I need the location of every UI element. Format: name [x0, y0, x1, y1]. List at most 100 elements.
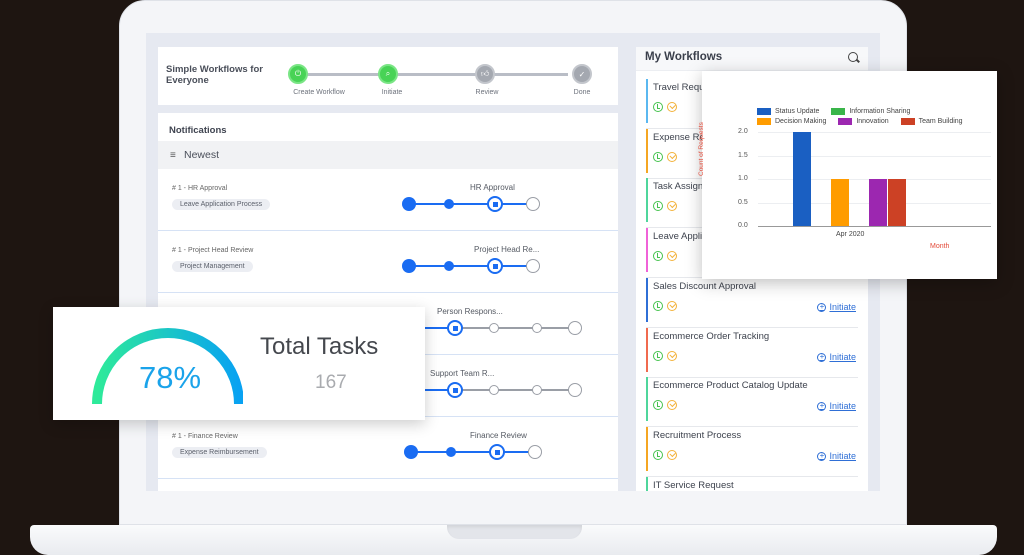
process-tag: Project Management [172, 261, 253, 272]
step-initiate[interactable]: ⌕ [378, 64, 398, 84]
plus-circle-icon: + [817, 302, 827, 312]
stage-dot [526, 197, 540, 211]
stage-dot [568, 321, 582, 335]
step-create-workflow[interactable]: ⏻ [288, 64, 308, 84]
stage-dot [402, 259, 416, 273]
notification-row[interactable]: # 1 - Finance Review Expense Reimburseme… [158, 417, 618, 479]
notification-id: # 1 - Finance Review [172, 433, 238, 440]
progress-track: Support Team R... [402, 369, 582, 405]
step-review[interactable]: 👍︎ [475, 64, 495, 84]
workflow-color-bar [646, 477, 648, 491]
stage-dot [444, 199, 454, 209]
workflow-name: Sales Discount Approval [653, 281, 756, 292]
thumbs-up-icon: 👍︎ [480, 69, 490, 78]
initiate-link[interactable]: + Initiate [817, 352, 856, 362]
workflow-name: Expense Re [653, 132, 705, 143]
filter-icon: ≡ [170, 150, 176, 161]
stage-dot [489, 323, 499, 333]
check-circle-icon [667, 301, 677, 311]
initiate-link[interactable]: + Initiate [817, 401, 856, 411]
stage-label: Finance Review [470, 431, 527, 440]
y-tick: 0.0 [738, 222, 748, 229]
clock-icon [653, 102, 663, 112]
initiate-link[interactable]: + Initiate [817, 302, 856, 312]
plus-circle-icon: + [817, 401, 827, 411]
workflow-stepper: Simple Workflows for Everyone ⏻ ⌕ 👍︎ ✓ C… [158, 47, 618, 105]
legend-item[interactable]: Decision Making [757, 118, 826, 125]
notifications-panel: Notifications ≡ Newest # 1 - HR Approval… [158, 113, 618, 491]
bar-decision-making[interactable] [831, 179, 849, 226]
x-tick: Apr 2020 [836, 231, 865, 238]
check-circle-icon [667, 251, 677, 261]
bar-innovation[interactable] [869, 179, 887, 226]
workflow-color-bar [646, 228, 648, 272]
progress-gauge [92, 328, 243, 405]
legend-item[interactable]: Team Building [900, 118, 963, 125]
workflow-color-bar [646, 129, 648, 173]
check-circle-icon [667, 351, 677, 361]
y-tick: 1.5 [738, 152, 748, 159]
progress-track: Person Respons... [402, 307, 582, 343]
step-label: Review [475, 89, 499, 96]
legend-item[interactable]: Status Update [757, 108, 819, 115]
current-stage-dot [487, 196, 503, 212]
workflow-color-bar [646, 278, 648, 322]
notifications-title: Notifications [169, 125, 227, 136]
legend-item[interactable]: Information Sharing [831, 108, 910, 115]
stage-dot [446, 447, 456, 457]
workflow-item[interactable]: IT Service Request [646, 477, 858, 491]
clock-icon [653, 251, 663, 261]
step-label: Done [573, 89, 591, 96]
workflow-item[interactable]: Sales Discount Approval + Initiate [646, 278, 858, 328]
notification-id: # 1 - Project Head Review [172, 247, 254, 254]
stage-dot [526, 259, 540, 273]
x-axis [758, 226, 991, 227]
workflow-name: Task Assign [653, 181, 704, 192]
workflow-color-bar [646, 427, 648, 471]
stage-label: HR Approval [470, 183, 515, 192]
process-tag: Expense Reimbursement [172, 447, 267, 458]
search-icon[interactable] [848, 52, 858, 62]
sort-bar[interactable]: ≡ Newest [158, 141, 618, 169]
gauge-percent: 78% [139, 360, 202, 395]
stage-label: Support Team R... [430, 369, 495, 378]
x-axis-label: Month [930, 243, 950, 250]
stage-label: Project Head Re... [474, 245, 540, 254]
workflow-item[interactable]: Recruitment Process + Initiate [646, 427, 858, 477]
notification-row[interactable]: # 1 - Project Head Review Project Manage… [158, 231, 618, 293]
workflow-color-bar [646, 328, 648, 372]
y-tick: 1.0 [738, 175, 748, 182]
check-circle-icon [667, 152, 677, 162]
notification-row[interactable]: # 1 - HR Approval Leave Application Proc… [158, 169, 618, 231]
stage-dot [568, 383, 582, 397]
workflow-item[interactable]: Ecommerce Product Catalog Update + Initia… [646, 377, 858, 427]
y-axis-label: Count of Requests [698, 122, 705, 176]
workflow-color-bar [646, 377, 648, 421]
clock-icon [653, 152, 663, 162]
workflow-color-bar [646, 178, 648, 222]
step-done[interactable]: ✓ [572, 64, 592, 84]
laptop-notch [447, 525, 582, 539]
workflow-name: Ecommerce Order Tracking [653, 331, 770, 342]
sort-label: Newest [184, 149, 220, 161]
y-tick: 2.0 [738, 128, 748, 135]
power-icon: ⏻ [294, 69, 302, 78]
stage-dot [489, 385, 499, 395]
stage-dot [404, 445, 418, 459]
bar-status-update[interactable] [793, 132, 811, 226]
stage-dot [532, 323, 542, 333]
initiate-link[interactable]: + Initiate [817, 451, 856, 461]
legend-item[interactable]: Innovation [838, 118, 889, 125]
workflow-color-bar [646, 79, 648, 123]
stepper-title: Simple Workflows for Everyone [166, 64, 263, 86]
workflow-name: IT Service Request [653, 480, 734, 491]
workflow-item[interactable]: Ecommerce Order Tracking + Initiate [646, 328, 858, 378]
workflow-name: Leave Appli [653, 231, 703, 242]
progress-track: Project Head Re... [402, 245, 542, 281]
check-circle-icon [667, 400, 677, 410]
process-tag: Leave Application Process [172, 199, 271, 210]
plus-circle-icon: + [817, 352, 827, 362]
workflow-name: Travel Requ [653, 82, 705, 93]
workflows-header: My Workflows [636, 47, 868, 71]
bar-team-building[interactable] [888, 179, 906, 226]
